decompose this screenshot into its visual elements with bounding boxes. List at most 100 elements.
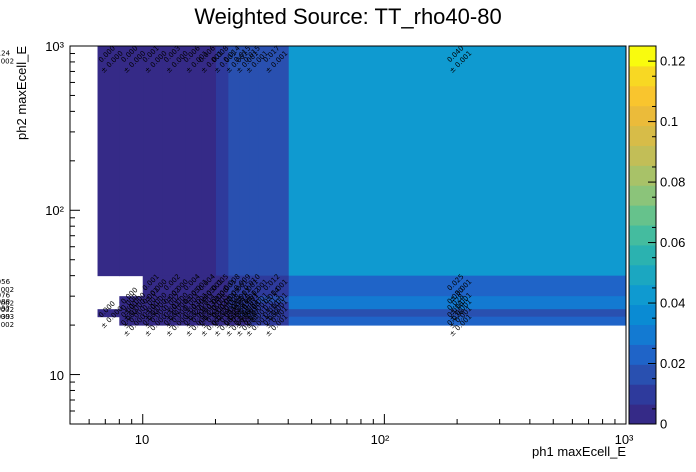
- heatmap-cell: [97, 309, 120, 318]
- heatmap-cell: [201, 296, 216, 303]
- colorbar-swatch: [629, 364, 656, 385]
- cell-error-label: ± 0.001: [213, 0, 241, 2]
- heatmap-cell: [142, 296, 163, 303]
- cell-error-label: ± 0.002: [0, 299, 14, 307]
- colorbar-swatch: [629, 384, 656, 405]
- cell-error-label: ± 0.002: [0, 286, 14, 294]
- heatmap-cell: [227, 46, 240, 277]
- colorbar-swatch: [629, 65, 656, 87]
- heatmap-cell: [201, 309, 216, 318]
- colorbar-swatch: [629, 205, 656, 226]
- cell-value-label: 0.015: [234, 0, 254, 2]
- heatmap-cell: [248, 275, 259, 297]
- y-tick-label-10: 10: [50, 368, 64, 383]
- heatmap-cell: [142, 275, 163, 297]
- heatmap-cell: [97, 46, 120, 277]
- heatmap-cell: [119, 46, 144, 277]
- heatmap-cell: [288, 46, 627, 277]
- cell-value-label: 0.012: [223, 0, 243, 2]
- cell-value-label: 0.003: [164, 0, 184, 2]
- colorbar-tick-label: 0.1: [660, 114, 678, 129]
- cell-value-label: 0.015: [243, 0, 263, 2]
- colorbar-swatch: [629, 264, 656, 286]
- heatmap-cell: [215, 275, 229, 297]
- colorbar-tick-label: 0.06: [660, 235, 685, 250]
- cell-value-label: 0.113: [0, 0, 10, 2]
- heatmap-cell: [227, 296, 240, 303]
- heatmap-cell: [227, 309, 240, 318]
- colorbar-tick-label: 0.02: [660, 356, 685, 371]
- cell-error-label: ± 0.003: [0, 313, 14, 321]
- colorbar-tick-label: 0.08: [660, 175, 685, 190]
- cell-error-label: ± 0.001: [235, 0, 263, 2]
- heatmap-cell: [119, 302, 144, 310]
- colorbar-frame: [628, 45, 657, 425]
- heatmap-cell: [288, 296, 627, 303]
- heatmap-cell: [238, 316, 250, 326]
- colorbar-swatch: [629, 344, 656, 365]
- heatmap-cell: [142, 302, 163, 310]
- cell-value-label: 0.002: [142, 0, 162, 2]
- cell-error-label: ± 0.000: [165, 0, 193, 2]
- heatmap-cell: [238, 309, 250, 318]
- cell-error-label: ± 0.001: [199, 0, 227, 2]
- heatmap-cell: [258, 302, 289, 310]
- heatmap-cell: [161, 309, 186, 318]
- heatmap-cell: [248, 302, 259, 310]
- heatmap-cell: [227, 302, 240, 310]
- heatmap-cell: [161, 302, 186, 310]
- heatmap-cell: [119, 296, 144, 303]
- y-axis-label: ph2 maxEcell_E: [14, 46, 29, 140]
- colorbar-swatch: [629, 165, 656, 186]
- heatmap-cell: [215, 302, 229, 310]
- cell-error-label: ± 0.001: [184, 0, 212, 2]
- cell-value-label: 0.006: [212, 0, 233, 2]
- x-tick-label-10: 10: [135, 432, 149, 447]
- y-axis-ticks: [70, 45, 80, 425]
- heatmap-cell: [201, 46, 216, 277]
- colorbar-swatch: [629, 304, 656, 326]
- heatmap-cell: [161, 296, 186, 303]
- heatmap-cell: [201, 316, 216, 326]
- heatmap-cell: [288, 302, 627, 310]
- x-axis-ticks: [69, 414, 627, 424]
- heatmap-cell: [142, 46, 163, 277]
- cell-value-label: 0.056: [0, 278, 11, 286]
- colorbar-tick-label: 0.12: [660, 54, 685, 69]
- heatmap-cell: [161, 46, 186, 277]
- cell-error-label: ± 0.002: [0, 321, 14, 329]
- colorbar-tick-label: 0: [660, 417, 667, 432]
- heatmap-cell: [258, 316, 289, 326]
- cell-error-label: ± 0.001: [224, 0, 252, 2]
- colorbar-swatch: [629, 145, 656, 166]
- cell-value-label: 0.007: [183, 0, 203, 2]
- cell-error-label: ± 0.002: [0, 306, 14, 314]
- cell-error-label: ± 0.001: [264, 0, 292, 2]
- heatmap-cell: [185, 296, 202, 303]
- cell-error-label: ± 0.002: [0, 0, 14, 2]
- heatmap-cell: [238, 46, 250, 277]
- heatmap-cell: [288, 309, 627, 318]
- heatmap-cell: [185, 309, 202, 318]
- heatmap-cell: [142, 309, 163, 318]
- plot-frame: [69, 45, 627, 425]
- colorbar-swatch: [629, 284, 656, 306]
- heatmap-cell: [185, 275, 202, 297]
- colorbar-swatch: [629, 404, 656, 425]
- cell-value-label: 0.040: [447, 0, 467, 2]
- heatmap-cell: [201, 302, 216, 310]
- heatmap-cell: [119, 309, 144, 318]
- cell-value-label: 0.005: [198, 0, 218, 2]
- heatmap-cell: [119, 316, 144, 326]
- heatmap-cell: [288, 316, 627, 326]
- cell-error-label: ± 0.002: [0, 58, 14, 66]
- heatmap-cell: [201, 275, 216, 297]
- heatmap-cell: [215, 309, 229, 318]
- colorbar-swatch: [629, 185, 656, 206]
- y-tick-label-1000: 10³: [45, 39, 64, 54]
- cell-error-label: ± 0.000: [143, 0, 171, 2]
- heatmap-cell: [215, 46, 229, 277]
- colorbar-swatch: [629, 244, 656, 266]
- cell-value-label: 0.124: [0, 50, 11, 58]
- heatmap-cell: [238, 302, 250, 310]
